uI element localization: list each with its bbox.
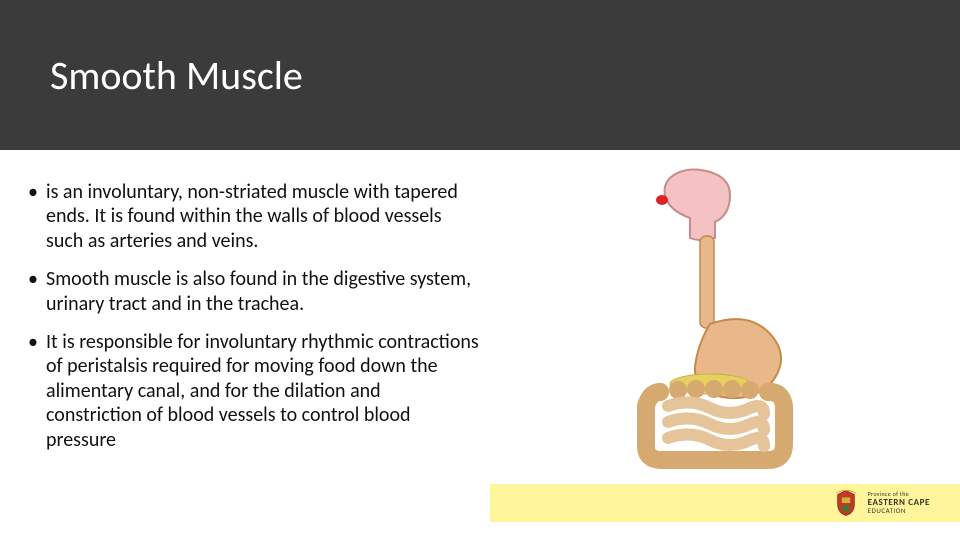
bullet-item: Smooth muscle is also found in the diges… (28, 267, 480, 316)
tongue-shape (656, 195, 668, 205)
footer-text: Province of the EASTERN CAPE EDUCATION (868, 491, 930, 515)
footer-bar: Province of the EASTERN CAPE EDUCATION (490, 484, 960, 522)
footer-line3: EDUCATION (868, 507, 930, 515)
bullet-list: is an involuntary, non-striated muscle w… (28, 180, 480, 452)
bullet-item: is an involuntary, non-striated muscle w… (28, 180, 480, 253)
pharynx-shape (665, 170, 730, 240)
digestive-system-diagram (550, 160, 890, 470)
crest-icon (832, 489, 860, 517)
bullet-item: It is responsible for involuntary rhythm… (28, 330, 480, 452)
text-column: is an involuntary, non-striated muscle w… (0, 150, 490, 540)
content-row: is an involuntary, non-striated muscle w… (0, 150, 960, 540)
slide-header: Smooth Muscle (0, 0, 960, 150)
image-column: Province of the EASTERN CAPE EDUCATION (490, 150, 960, 540)
small-intestine-shape (668, 402, 764, 446)
slide-title: Smooth Muscle (50, 51, 303, 100)
esophagus-shape (700, 236, 714, 328)
